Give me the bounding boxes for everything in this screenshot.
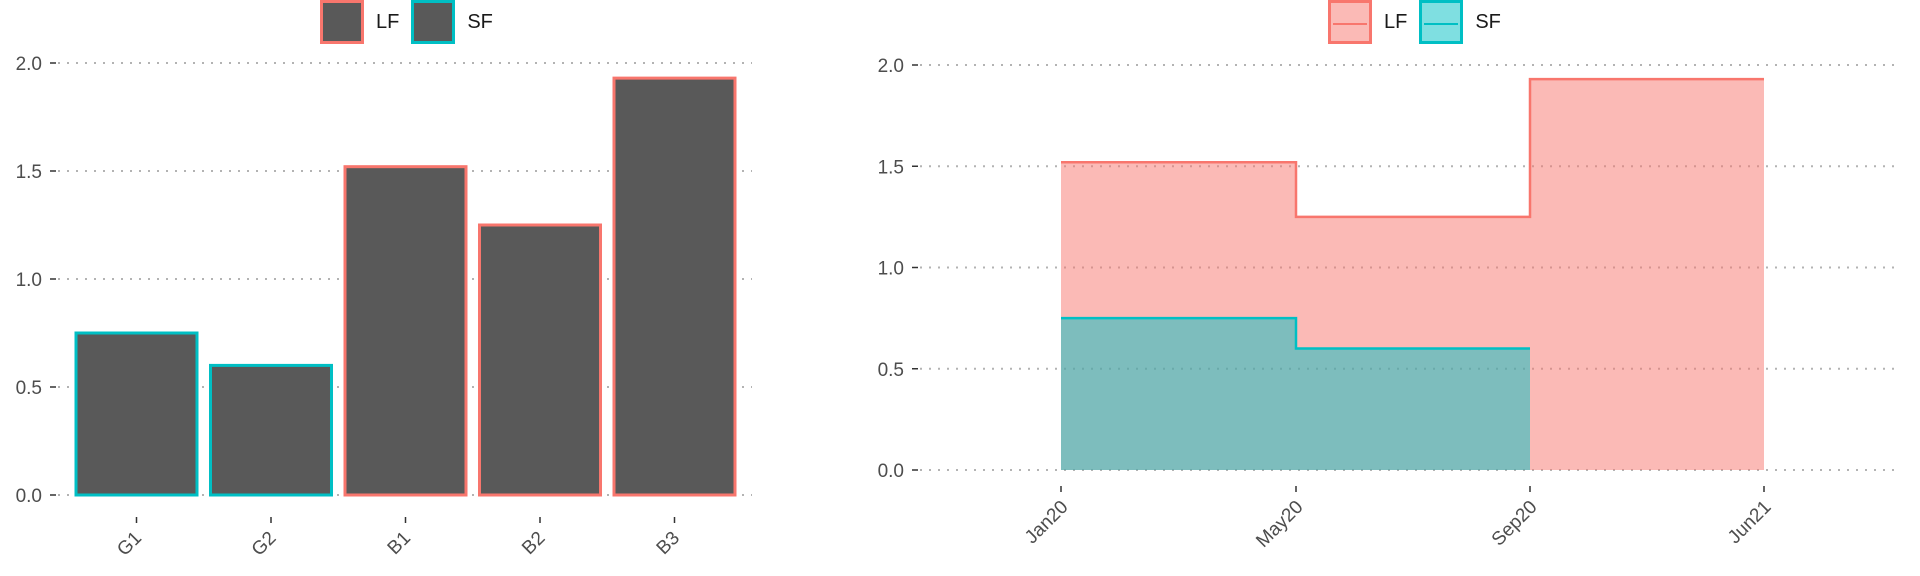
y-tick-label: 2.0 [16, 54, 42, 75]
y-tick-label: 0.0 [16, 486, 42, 507]
legend-key-sf [1419, 0, 1464, 44]
legend-item-lf: LF [1328, 0, 1407, 44]
step-area-chart: 0.0 0.5 1.0 1.5 2.0 Jan20 May20 Sep20 Jun21 [878, 56, 1900, 552]
area-sf [1061, 318, 1530, 470]
bar [209, 363, 333, 497]
bar [478, 223, 602, 497]
y-tick-label: 2.0 [878, 56, 904, 77]
bar-chart-panel: 0.0 0.5 1.0 1.5 2.0 G1 G2 B1 B2 B3 [0, 0, 770, 576]
y-tick-label: 0.5 [878, 360, 904, 381]
area-chart-legend: LF SF [1328, 0, 1513, 44]
line-lf [1061, 77, 1764, 219]
bar-chart: 0.0 0.5 1.0 1.5 2.0 G1 G2 B1 B2 B3 [16, 54, 752, 561]
bar [343, 165, 468, 497]
legend-label-sf: SF [1475, 10, 1501, 33]
area-chart-panel: 0.0 0.5 1.0 1.5 2.0 Jan20 May20 Sep20 Jun21 [860, 0, 1920, 576]
x-tick-label: B2 [518, 528, 549, 559]
x-tick-label: G2 [248, 528, 281, 561]
x-tick-label: Jan20 [1021, 497, 1072, 548]
bar [612, 76, 737, 497]
legend-label-sf: SF [467, 10, 493, 33]
legend-item-sf: SF [1419, 0, 1501, 44]
legend-key-line [1424, 23, 1459, 25]
legend-key-line [1333, 23, 1367, 25]
x-tick-label: Jun21 [1724, 497, 1775, 548]
legend-label-lf: LF [1384, 10, 1408, 33]
x-tick-label: Sep20 [1488, 497, 1542, 551]
y-tick-label: 0.5 [16, 378, 42, 399]
x-tick-label: B3 [653, 528, 684, 559]
x-tick-label: G1 [113, 528, 146, 561]
y-tick-label: 1.0 [878, 259, 904, 280]
y-tick-label: 0.0 [878, 461, 904, 482]
x-tick-label: May20 [1252, 497, 1307, 552]
legend-item-sf: SF [411, 0, 493, 44]
y-tick-label: 1.0 [16, 270, 42, 291]
x-tick-label: B1 [384, 528, 415, 559]
y-tick-label: 1.5 [878, 157, 904, 178]
bar-chart-legend: LF SF [320, 0, 505, 44]
legend-key-lf [1328, 0, 1372, 44]
bar [74, 331, 199, 497]
y-tick-label: 1.5 [16, 162, 42, 183]
legend-label-lf: LF [376, 10, 400, 33]
line-sf [1061, 316, 1530, 350]
legend-key-sf [411, 0, 456, 44]
legend-key-lf [320, 0, 364, 44]
legend-item-lf: LF [320, 0, 399, 44]
